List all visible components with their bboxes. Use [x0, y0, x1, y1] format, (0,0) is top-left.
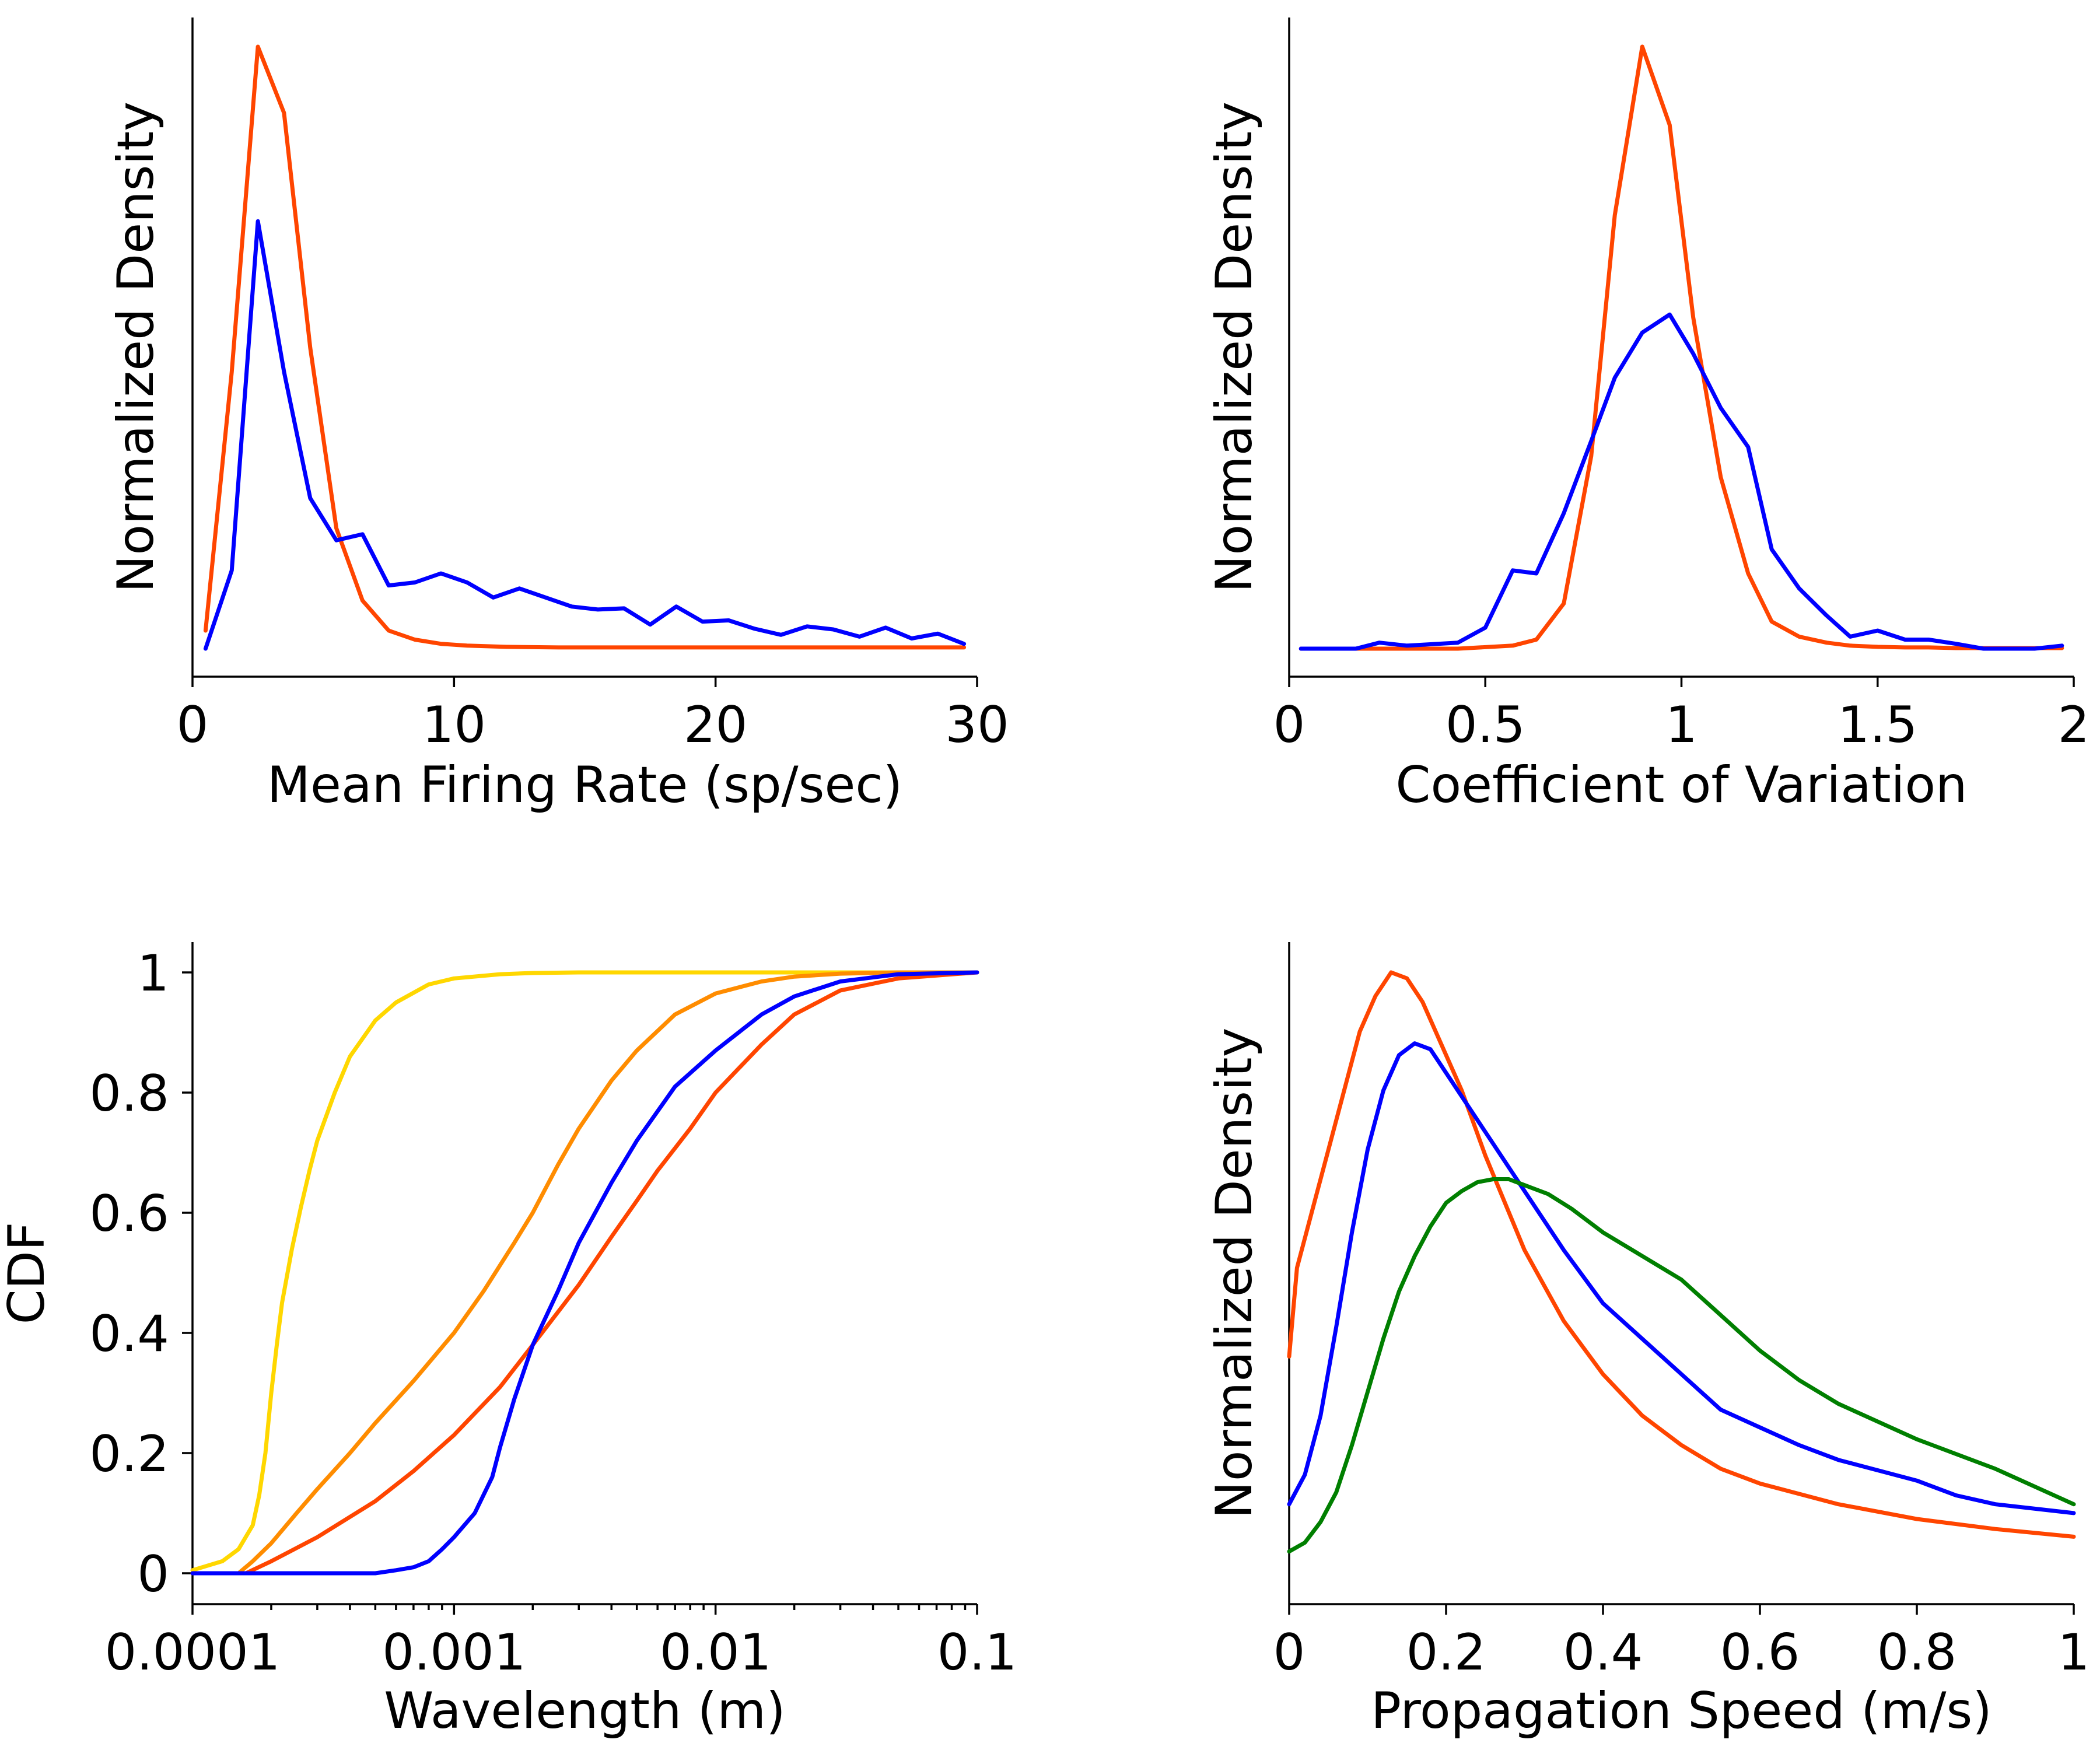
- y-tick-label: 1: [137, 944, 169, 1003]
- x-tick-label: 20: [684, 696, 747, 754]
- series-line-blue: [203, 219, 967, 651]
- series-line-green: [1287, 1177, 2076, 1554]
- x-tick-label: 0.6: [1720, 1623, 1800, 1682]
- x-axis-label: Mean Firing Rate (sp/sec): [267, 756, 902, 814]
- x-tick-label: 1.5: [1838, 696, 1917, 754]
- x-tick-label: 0.4: [1563, 1623, 1643, 1682]
- x-tick-label: 0.01: [660, 1623, 771, 1682]
- series-line-red: [1287, 970, 2076, 1539]
- x-tick-label: 0: [1273, 696, 1306, 754]
- series-line-blue: [190, 970, 979, 1576]
- series-line-orange: [190, 970, 979, 1576]
- x-tick-label: 0.2: [1406, 1623, 1486, 1682]
- series-line-red: [203, 44, 967, 650]
- y-tick-label: 0.6: [89, 1185, 169, 1243]
- y-axis-label: Normalized Density: [107, 102, 165, 593]
- x-axis-label: Wavelength (m): [384, 1682, 785, 1740]
- y-axis-label: Normalized Density: [1205, 102, 1264, 593]
- x-tick-label: 0.0001: [105, 1623, 281, 1682]
- x-tick-label: 0.8: [1877, 1623, 1957, 1682]
- chart-panel-cv: 0 0.5 1 1.5 2 Coefficient of Variation Normali…: [1205, 18, 2090, 814]
- x-tick-label: 0.001: [382, 1623, 526, 1682]
- y-axis-label: CDF: [0, 1222, 56, 1325]
- x-tick-label: 2: [2058, 696, 2090, 754]
- x-axis-label: Propagation Speed (m/s): [1371, 1682, 1992, 1740]
- x-tick-label: 1: [1665, 696, 1698, 754]
- series-line-blue: [1298, 312, 2064, 651]
- x-tick-label: 0.5: [1446, 696, 1525, 754]
- y-tick-label: 0.4: [89, 1305, 169, 1363]
- x-tick-label: 30: [945, 696, 1009, 754]
- x-tick-label: 1: [2058, 1623, 2090, 1682]
- series-line-blue: [1287, 1041, 2076, 1516]
- series-line-red: [190, 970, 979, 1576]
- series-line-gold: [190, 970, 979, 1573]
- chart-panel-wavelength: 0.0001 0.001 0.01 0.1 0 0.2 0.4 0.6 0.8 1 Waveleng…: [0, 942, 1017, 1740]
- x-tick-label: 10: [422, 696, 486, 754]
- y-axis-label: Normalized Density: [1205, 1028, 1264, 1519]
- y-tick-label: 0.2: [89, 1425, 169, 1483]
- series-line-red: [1298, 44, 2064, 651]
- x-tick-label: 0: [1273, 1623, 1306, 1682]
- chart-panel-propagation-speed: 0 0.2 0.4 0.6 0.8 1 Propagation Speed (m/s) Nor…: [1205, 942, 2090, 1740]
- y-tick-label: 0: [137, 1545, 169, 1604]
- x-tick-label: 0: [177, 696, 209, 754]
- chart-panel-firing-rate: 0 10 20 30 Mean Firing Rate (sp/sec) Normaliz…: [107, 18, 1009, 814]
- x-axis-label: Coefficient of Variation: [1395, 756, 1967, 814]
- y-tick-label: 0.8: [89, 1065, 169, 1123]
- x-tick-label: 0.1: [937, 1623, 1017, 1682]
